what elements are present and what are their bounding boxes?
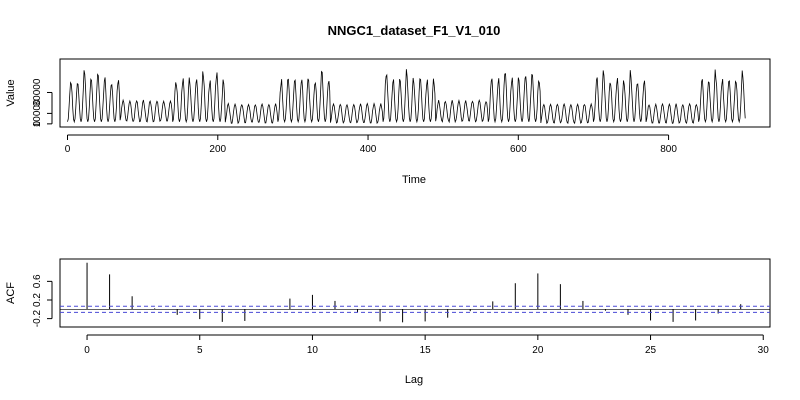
- timeseries-x-tick-label: 600: [510, 144, 527, 155]
- timeseries-x-tick-label: 200: [209, 144, 226, 155]
- chart-title: NNGC1_dataset_F1_V1_010: [328, 23, 501, 38]
- acf-y-axis: -0.2 0.2 0.6: [32, 274, 53, 328]
- timeseries-x-tick-label: 800: [660, 144, 677, 155]
- timeseries-y-tick-label: 30000: [32, 78, 43, 106]
- timeseries-x-tick-label: 400: [360, 144, 377, 155]
- acf-y-label: ACF: [5, 282, 17, 304]
- timeseries-panel: NNGC1_dataset_F1_V1_010 0 200 400 600 800 01…: [5, 23, 771, 186]
- acf-x-tick-label: 0: [84, 345, 90, 356]
- acf-plot-frame: [59, 258, 771, 328]
- timeseries-y-tick-label: 0: [32, 121, 43, 127]
- timeseries-x-axis: 0 200 400 600 800: [65, 134, 677, 155]
- acf-x-tick-label: 20: [532, 345, 544, 356]
- acf-x-tick-label: 15: [420, 345, 432, 356]
- acf-x-label: Lag: [405, 374, 423, 386]
- acf-x-axis: 0 5 10 15 20 25 30: [84, 334, 770, 356]
- acf-bars: [86, 262, 742, 323]
- acf-confidence-lines: [60, 305, 770, 313]
- acf-x-tick-label: 5: [197, 345, 203, 356]
- timeseries-x-label: Time: [402, 174, 426, 186]
- acf-x-tick-label: 30: [758, 345, 770, 356]
- acf-x-tick-label: 25: [645, 345, 657, 356]
- acf-x-tick-label: 10: [307, 345, 319, 356]
- timeseries-line: [67, 69, 746, 125]
- acf-y-tick-label: -0.2: [32, 310, 43, 328]
- timeseries-plot-frame: [59, 58, 771, 128]
- timeseries-x-tick-label: 0: [65, 144, 71, 155]
- timeseries-y-label: Value: [5, 79, 17, 106]
- timeseries-y-tick-label: 10000: [32, 99, 43, 127]
- acf-panel: 0 5 10 15 20 25 30 -0.2 0.2 0.6 Lag ACF: [5, 258, 771, 386]
- acf-y-tick-label: 0.2: [32, 293, 43, 307]
- acf-y-tick-label: 0.6: [32, 274, 43, 288]
